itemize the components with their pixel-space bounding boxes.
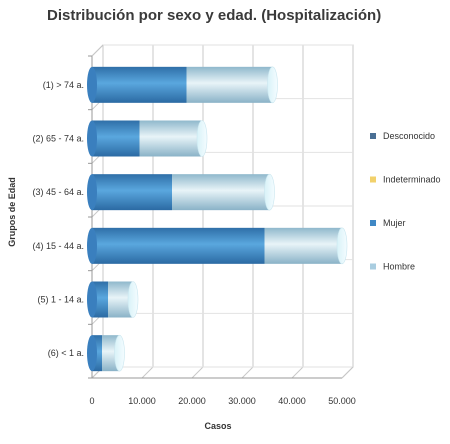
y-tick-labels: (1) > 74 a. (2) 65 - 74 a. (3) 45 - 64 a. (… — [32, 80, 84, 358]
y-tick-label: (6) < 1 a. — [48, 348, 84, 358]
x-tick-label: 40.000 — [278, 396, 306, 406]
legend-label-indeterminado[interactable]: Indeterminado — [383, 175, 441, 185]
bar-start-cap — [87, 174, 97, 211]
legend: Desconocido Indeterminado Mujer Hombre — [370, 131, 441, 272]
x-tick-label: 20.000 — [178, 396, 206, 406]
y-tick-label: (1) > 74 a. — [43, 80, 84, 90]
x-axis-title: Casos — [204, 421, 231, 431]
y-tick-label: (5) 1 - 14 a. — [37, 295, 84, 305]
legend-swatch-hombre — [370, 263, 376, 270]
legend-swatch-mujer — [370, 220, 376, 226]
y-tick-label: (3) 45 - 64 a. — [32, 187, 84, 197]
legend-label-desconocido[interactable]: Desconocido — [383, 131, 435, 141]
bar-end-cap — [114, 334, 125, 372]
floor-line — [141, 366, 154, 379]
bar-segment-hombre[interactable]: (3) 45 - 64 a. — Hombre: 19500 — [172, 174, 270, 211]
x-tick-label: 0 — [89, 396, 94, 406]
x-tick-label: 50.000 — [328, 396, 356, 406]
floor-line — [291, 366, 304, 379]
bar-segment-hombre[interactable]: (2) 65 - 74 a. — Hombre: 12500 — [139, 120, 203, 157]
bar-segment-hombre[interactable]: (1) > 74 a. — Hombre: 17200 — [186, 66, 273, 103]
bar-end-cap — [196, 120, 208, 157]
chart-title: Distribución por sexo y edad. (Hospitali… — [47, 7, 381, 24]
y-tick-label: (4) 15 - 44 a. — [32, 241, 84, 251]
bar-segment-mujer[interactable]: (1) > 74 a. — Mujer: 18900 — [92, 66, 187, 103]
bars: (1) > 74 a. — Mujer: 18900(1) > 74 a. — … — [87, 66, 348, 372]
bar-end-cap — [264, 173, 275, 211]
bar-segment-mujer[interactable]: (2) 65 - 74 a. — Mujer: 9500 — [92, 120, 140, 157]
legend-swatch-indeterminado — [370, 176, 376, 183]
bar-start-cap — [87, 335, 97, 372]
y-tick-label: (2) 65 - 74 a. — [32, 134, 84, 144]
floor-line — [191, 366, 204, 379]
floor-edge — [341, 366, 354, 379]
bar-segment-hombre[interactable]: (4) 15 - 44 a. — Hombre: 15500 — [264, 227, 343, 264]
bar-end-cap — [127, 281, 139, 318]
y-axis-title: Grupos de Edad — [7, 177, 17, 247]
bar-segment-mujer[interactable]: (4) 15 - 44 a. — Mujer: 34500 — [92, 227, 265, 264]
floor-line — [241, 366, 254, 379]
bar-start-cap — [87, 227, 97, 264]
bar-end-cap — [336, 227, 348, 265]
legend-swatch-desconocido — [370, 133, 376, 139]
side-wall-edge — [91, 44, 104, 57]
x-tick-label: 10.000 — [128, 396, 156, 406]
bar-segment-mujer[interactable]: (3) 45 - 64 a. — Mujer: 16000 — [92, 174, 172, 211]
x-tick-label: 30.000 — [228, 396, 256, 406]
bar-start-cap — [87, 66, 97, 103]
bar-start-cap — [87, 281, 97, 318]
bar-end-cap — [267, 66, 278, 104]
bar-start-cap — [87, 120, 97, 157]
x-tick-labels: 0 10.000 20.000 30.000 40.000 50.000 — [89, 396, 355, 406]
legend-label-hombre[interactable]: Hombre — [383, 262, 415, 272]
legend-label-mujer[interactable]: Mujer — [383, 218, 406, 228]
